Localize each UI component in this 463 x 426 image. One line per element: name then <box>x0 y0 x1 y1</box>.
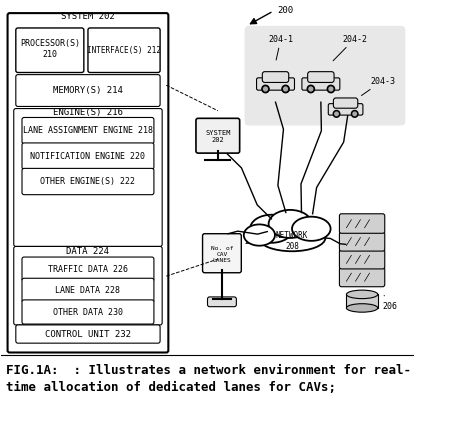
FancyBboxPatch shape <box>207 297 236 307</box>
FancyBboxPatch shape <box>16 75 160 107</box>
Text: NOTIFICATION ENGINE 220: NOTIFICATION ENGINE 220 <box>31 151 145 160</box>
FancyBboxPatch shape <box>338 250 384 269</box>
Circle shape <box>326 86 334 94</box>
Text: SYSTEM 202: SYSTEM 202 <box>61 12 114 21</box>
FancyBboxPatch shape <box>262 72 288 83</box>
Text: 204-3: 204-3 <box>361 77 394 96</box>
FancyBboxPatch shape <box>22 257 154 282</box>
FancyBboxPatch shape <box>328 104 362 116</box>
Text: MEMORY(S) 214: MEMORY(S) 214 <box>53 86 123 95</box>
Circle shape <box>352 113 356 116</box>
Ellipse shape <box>243 225 275 246</box>
Text: OTHER ENGINE(S) 222: OTHER ENGINE(S) 222 <box>40 177 135 186</box>
Circle shape <box>350 111 357 118</box>
Ellipse shape <box>268 210 311 239</box>
FancyBboxPatch shape <box>7 14 168 353</box>
Text: INTERFACE(S) 212: INTERFACE(S) 212 <box>87 46 161 55</box>
Text: FIG.1A:  : Illustrates a network environment for real-
time allocation of dedica: FIG.1A: : Illustrates a network environm… <box>6 363 410 393</box>
FancyBboxPatch shape <box>22 300 154 324</box>
Circle shape <box>328 88 332 92</box>
Text: TRAFFIC DATA 226: TRAFFIC DATA 226 <box>48 265 128 273</box>
Circle shape <box>283 88 287 92</box>
Text: OTHER DATA 230: OTHER DATA 230 <box>53 307 123 316</box>
FancyBboxPatch shape <box>22 144 154 170</box>
Circle shape <box>282 86 288 94</box>
FancyBboxPatch shape <box>88 29 160 73</box>
Text: DATA 224: DATA 224 <box>66 247 109 256</box>
Ellipse shape <box>346 291 377 299</box>
Ellipse shape <box>250 215 293 243</box>
Ellipse shape <box>346 304 377 312</box>
FancyBboxPatch shape <box>14 247 162 325</box>
FancyBboxPatch shape <box>22 169 154 195</box>
Ellipse shape <box>291 217 330 241</box>
FancyBboxPatch shape <box>14 109 162 247</box>
Text: 204-2: 204-2 <box>332 35 367 62</box>
Text: NETWORK
208: NETWORK 208 <box>275 231 307 250</box>
Text: 200: 200 <box>277 6 293 15</box>
FancyBboxPatch shape <box>301 79 339 91</box>
Text: 203: 203 <box>244 236 259 245</box>
Circle shape <box>263 88 267 92</box>
Ellipse shape <box>258 225 325 252</box>
Text: 206: 206 <box>382 296 397 310</box>
Circle shape <box>261 86 269 94</box>
Circle shape <box>334 113 338 116</box>
Circle shape <box>308 88 312 92</box>
Circle shape <box>307 86 314 94</box>
Text: ENGINE(S) 216: ENGINE(S) 216 <box>53 108 123 117</box>
Text: LANE ASSIGNMENT ENGINE 218: LANE ASSIGNMENT ENGINE 218 <box>23 126 153 135</box>
FancyBboxPatch shape <box>244 27 405 126</box>
Text: 204-1: 204-1 <box>268 35 293 61</box>
FancyBboxPatch shape <box>195 119 239 154</box>
FancyBboxPatch shape <box>202 234 241 273</box>
Text: LANE DATA 228: LANE DATA 228 <box>56 285 120 294</box>
Text: SYSTEM
202: SYSTEM 202 <box>205 130 230 143</box>
FancyBboxPatch shape <box>333 99 357 109</box>
FancyBboxPatch shape <box>22 118 154 144</box>
FancyBboxPatch shape <box>307 72 333 83</box>
FancyBboxPatch shape <box>16 29 84 73</box>
FancyBboxPatch shape <box>346 295 377 308</box>
Text: CONTROL UNIT 232: CONTROL UNIT 232 <box>45 330 131 339</box>
FancyBboxPatch shape <box>338 214 384 234</box>
Text: PROCESSOR(S)
210: PROCESSOR(S) 210 <box>20 39 80 59</box>
Text: No. of
CAV
LANES: No. of CAV LANES <box>210 245 233 262</box>
Circle shape <box>332 111 339 118</box>
FancyBboxPatch shape <box>16 325 160 343</box>
FancyBboxPatch shape <box>338 232 384 251</box>
FancyBboxPatch shape <box>256 79 294 91</box>
FancyBboxPatch shape <box>338 268 384 287</box>
FancyBboxPatch shape <box>22 279 154 303</box>
